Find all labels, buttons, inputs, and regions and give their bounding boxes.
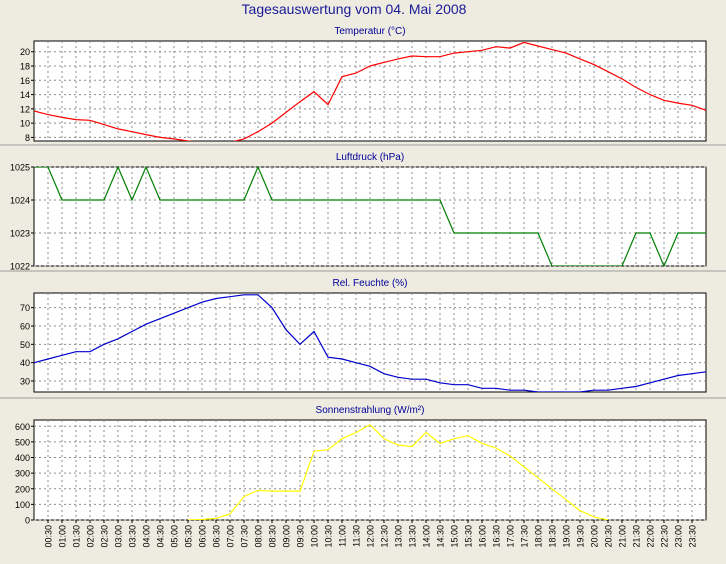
page-title: Tagesauswertung vom 04. Mai 2008 bbox=[242, 1, 467, 17]
xtick-label: 08:30 bbox=[268, 525, 278, 548]
xtick-label: 05:30 bbox=[184, 525, 194, 548]
panel-4-ytick-label: 400 bbox=[15, 453, 30, 463]
xtick-label: 18:00 bbox=[534, 525, 544, 548]
panel-4-ytick-label: 200 bbox=[15, 484, 30, 494]
panel-2-ytick-label: 1022 bbox=[10, 262, 30, 272]
xtick-label: 06:30 bbox=[212, 525, 222, 548]
panel-1-ytick-label: 10 bbox=[20, 119, 30, 129]
xtick-label: 12:00 bbox=[366, 525, 376, 548]
xtick-label: 15:30 bbox=[464, 525, 474, 548]
panel-3-title: Rel. Feuchte (%) bbox=[332, 278, 407, 289]
xtick-label: 05:00 bbox=[170, 525, 180, 548]
panel-4-title: Sonnenstrahlung (W/m²) bbox=[316, 405, 425, 416]
panel-2-title: Luftdruck (hPa) bbox=[336, 152, 404, 163]
panel-3-ytick-label: 60 bbox=[20, 322, 30, 332]
panel-3-ytick-label: 40 bbox=[20, 358, 30, 368]
panel-2-series-line bbox=[34, 167, 706, 266]
panel-2-plot-area bbox=[33, 166, 707, 267]
xtick-label: 20:30 bbox=[604, 525, 614, 548]
xtick-label: 10:00 bbox=[310, 525, 320, 548]
xtick-label: 22:00 bbox=[646, 525, 656, 548]
xtick-label: 14:00 bbox=[422, 525, 432, 548]
panel-1-ytick-label: 12 bbox=[20, 104, 30, 114]
xtick-label: 03:00 bbox=[114, 525, 124, 548]
xtick-label: 21:00 bbox=[618, 525, 628, 548]
xtick-label: 22:30 bbox=[660, 525, 670, 548]
xtick-label: 04:00 bbox=[142, 525, 152, 548]
panel-4-ytick-label: 600 bbox=[15, 422, 30, 432]
xtick-label: 13:30 bbox=[408, 525, 418, 548]
xtick-label: 16:30 bbox=[492, 525, 502, 548]
xtick-label: 01:00 bbox=[58, 525, 68, 548]
panel-1-ytick-label: 16 bbox=[20, 76, 30, 86]
xtick-label: 21:30 bbox=[632, 525, 642, 548]
xtick-label: 20:00 bbox=[590, 525, 600, 548]
panel-2-ytick-label: 1024 bbox=[10, 196, 30, 206]
panel-1-ytick-label: 20 bbox=[20, 47, 30, 57]
panel-1-ytick-label: 14 bbox=[20, 90, 30, 100]
xtick-label: 00:30 bbox=[44, 525, 54, 548]
xtick-label: 10:30 bbox=[324, 525, 334, 548]
xtick-label: 01:30 bbox=[72, 525, 82, 548]
xtick-label: 19:30 bbox=[576, 525, 586, 548]
panel-4-ytick-label: 500 bbox=[15, 437, 30, 447]
panel-2-ytick-label: 1023 bbox=[10, 229, 30, 239]
xtick-label: 18:30 bbox=[548, 525, 558, 548]
xtick-label: 07:30 bbox=[240, 525, 250, 548]
xtick-label: 16:00 bbox=[478, 525, 488, 548]
xtick-label: 11:30 bbox=[352, 525, 362, 547]
panel-4-series-line bbox=[187, 423, 609, 520]
panel-1-series-line bbox=[34, 41, 706, 141]
xtick-label: 09:00 bbox=[282, 525, 292, 548]
panel-1-title: Temperatur (°C) bbox=[334, 26, 405, 37]
xtick-label: 14:30 bbox=[436, 525, 446, 548]
xtick-label: 19:00 bbox=[562, 525, 572, 548]
panel-3-ytick-label: 70 bbox=[20, 303, 30, 313]
xtick-label: 06:00 bbox=[198, 525, 208, 548]
xtick-label: 17:30 bbox=[520, 525, 530, 548]
xtick-label: 08:00 bbox=[254, 525, 264, 548]
panel-4-ytick-label: 0 bbox=[25, 516, 30, 526]
panel-4-ytick-label: 100 bbox=[15, 500, 30, 510]
panel-1-ytick-label: 8 bbox=[25, 133, 30, 143]
xtick-label: 02:30 bbox=[100, 525, 110, 548]
xtick-label: 04:30 bbox=[156, 525, 166, 548]
xtick-label: 15:00 bbox=[450, 525, 460, 548]
panel-4-ytick-label: 300 bbox=[15, 469, 30, 479]
xtick-label: 23:00 bbox=[674, 525, 684, 548]
xtick-label: 12:30 bbox=[380, 525, 390, 548]
panel-2-ytick-label: 1025 bbox=[10, 163, 30, 173]
xtick-label: 02:00 bbox=[86, 525, 96, 548]
xtick-label: 13:00 bbox=[394, 525, 404, 548]
xtick-label: 07:00 bbox=[226, 525, 236, 548]
xtick-label: 03:30 bbox=[128, 525, 138, 548]
xtick-label: 17:00 bbox=[506, 525, 516, 548]
panel-3-ytick-label: 30 bbox=[20, 377, 30, 387]
panel-3-ytick-label: 50 bbox=[20, 340, 30, 350]
panel-3-series-line bbox=[34, 294, 706, 392]
panel-1-ytick-label: 18 bbox=[20, 62, 30, 72]
xtick-label: 09:30 bbox=[296, 525, 306, 548]
xtick-label: 23:30 bbox=[688, 525, 698, 548]
xtick-label: 11:00 bbox=[338, 525, 348, 547]
